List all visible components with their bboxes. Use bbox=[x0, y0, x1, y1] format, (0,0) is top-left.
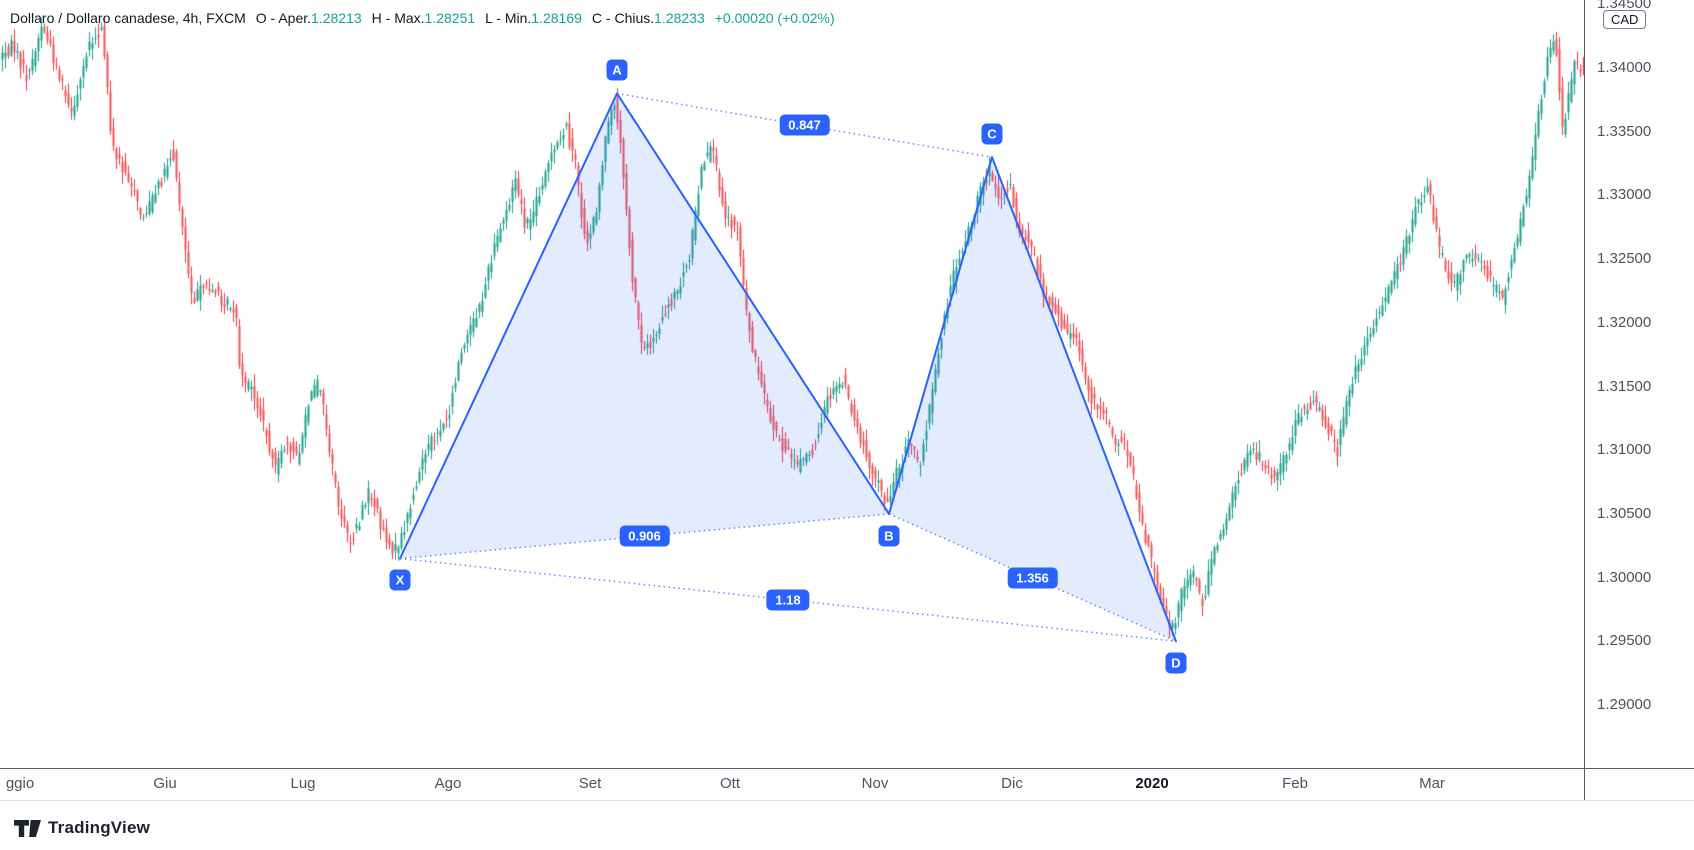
time-tick-label: Nov bbox=[861, 775, 889, 792]
symbol-ohlc-header: Dollaro / Dollaro canadese, 4h, FXCM O -… bbox=[10, 10, 835, 26]
time-axis-separator bbox=[0, 768, 1694, 769]
time-tick-label: Ott bbox=[719, 775, 741, 792]
time-tick-label: Feb bbox=[1282, 775, 1308, 792]
pattern-point-X[interactable]: X bbox=[389, 569, 411, 591]
pattern-ratio-label[interactable]: 0.906 bbox=[619, 525, 670, 547]
currency-badge[interactable]: CAD bbox=[1603, 10, 1647, 29]
pattern-point-A[interactable]: A bbox=[606, 59, 628, 81]
open-readout: O - Aper. 1.28213 bbox=[255, 10, 362, 26]
price-tick-label: 1.33000 bbox=[1597, 186, 1652, 204]
price-tick-label: 1.31000 bbox=[1597, 441, 1652, 459]
change-readout: +0.00020 (+0.02%) bbox=[714, 10, 835, 26]
price-scale[interactable]: CAD 1.34500 1.34000 1.33500 1.33000 1.32500 1… bbox=[1585, 0, 1694, 768]
price-tick-label: 1.31500 bbox=[1597, 377, 1652, 395]
tradingview-logo[interactable]: TradingView bbox=[14, 818, 150, 838]
pattern-ratio-label[interactable]: 1.356 bbox=[1007, 567, 1058, 589]
tradingview-logo-text: TradingView bbox=[48, 818, 151, 837]
price-tick-label: 1.29500 bbox=[1597, 632, 1652, 650]
price-tick-label: 1.30000 bbox=[1597, 568, 1652, 586]
price-tick-label: 1.32000 bbox=[1597, 313, 1652, 331]
price-tick-label: 1.33500 bbox=[1597, 122, 1652, 140]
price-tick-label: 1.34500 bbox=[1597, 0, 1652, 13]
time-scale[interactable]: ggio Giu Lug Ago Set Ott Nov Dic 2020 Feb Mar bbox=[0, 769, 1694, 800]
time-tick-label: Ago bbox=[434, 775, 462, 792]
time-tick-label: ggio bbox=[5, 775, 35, 792]
time-tick-label: Lug bbox=[290, 775, 316, 792]
symbol-title[interactable]: Dollaro / Dollaro canadese, 4h, FXCM bbox=[10, 10, 246, 26]
time-tick-label: Dic bbox=[1001, 775, 1023, 792]
pattern-ratio-label[interactable]: 1.18 bbox=[766, 589, 810, 611]
tradingview-logo-icon bbox=[14, 819, 41, 837]
price-tick-label: 1.34000 bbox=[1597, 59, 1652, 76]
low-readout: L - Min. 1.28169 bbox=[485, 10, 582, 26]
price-axis-separator bbox=[1584, 0, 1585, 800]
time-tick-label: Giu bbox=[153, 775, 177, 792]
close-readout: C - Chius. 1.28233 bbox=[591, 10, 705, 26]
price-tick-label: 1.30500 bbox=[1597, 504, 1652, 522]
time-tick-label: 2020 bbox=[1135, 775, 1169, 792]
widget-bottom-border bbox=[0, 800, 1694, 801]
pattern-point-C[interactable]: C bbox=[981, 123, 1003, 145]
price-tick-label: 1.32500 bbox=[1597, 250, 1652, 268]
high-readout: H - Max. 1.28251 bbox=[371, 10, 476, 26]
price-tick-label: 1.29000 bbox=[1597, 696, 1652, 713]
time-tick-label: Set bbox=[578, 775, 602, 792]
pattern-point-B[interactable]: B bbox=[878, 525, 900, 547]
time-tick-label: Mar bbox=[1419, 775, 1445, 792]
pattern-point-D[interactable]: D bbox=[1165, 652, 1187, 674]
pattern-ratio-label[interactable]: 0.847 bbox=[779, 114, 830, 136]
